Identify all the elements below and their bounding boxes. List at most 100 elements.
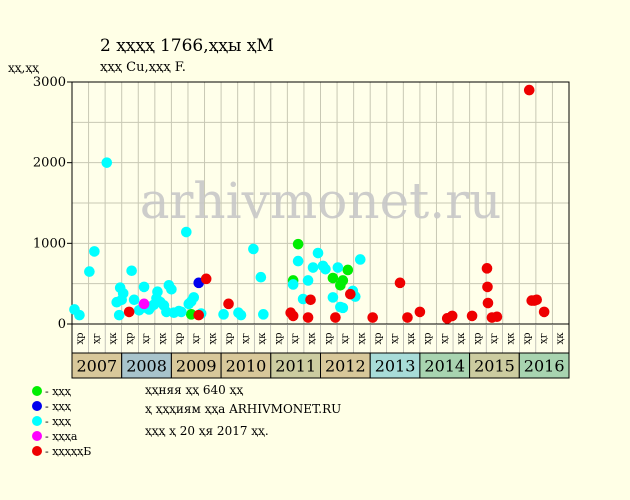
legend-marker bbox=[32, 401, 42, 411]
data-point bbox=[302, 312, 314, 323]
year-cell bbox=[220, 352, 272, 379]
data-point bbox=[305, 294, 316, 306]
year-label: 2009 bbox=[176, 357, 217, 376]
axes: 0 1000 2000 3000 bbox=[33, 75, 570, 332]
data-point bbox=[332, 262, 344, 273]
data-point bbox=[218, 309, 229, 320]
footer-line-3: ҳҳҳ ҳ 20 ҳя 2017 ҳҳ. bbox=[145, 424, 269, 438]
data-point bbox=[302, 275, 314, 286]
sub-label: ҳр bbox=[274, 332, 285, 344]
data-point bbox=[200, 273, 212, 285]
data-point bbox=[482, 297, 494, 309]
data-point bbox=[327, 292, 339, 303]
sub-label: ҳр bbox=[323, 332, 334, 344]
data-point bbox=[123, 306, 135, 318]
data-points bbox=[69, 84, 550, 324]
data-point bbox=[307, 262, 319, 273]
year-cell bbox=[320, 352, 371, 379]
data-point bbox=[327, 272, 339, 284]
data-point bbox=[176, 306, 187, 318]
year-cell bbox=[270, 352, 321, 379]
data-point bbox=[531, 294, 542, 306]
legend-marker bbox=[32, 386, 42, 396]
year-cell bbox=[518, 352, 570, 379]
sub-label: ҳк bbox=[506, 332, 517, 345]
y-axis-label: ҳҳ,ҳҳ bbox=[8, 61, 39, 75]
data-point bbox=[128, 294, 140, 306]
legend-marker bbox=[32, 431, 42, 441]
data-point bbox=[181, 226, 192, 238]
footer-line-1: ҳҳняя ҳҳ 640 ҳҳ bbox=[145, 383, 243, 397]
sub-label: ҳк bbox=[555, 332, 566, 345]
x-axis: ҳр ҳг ҳк ҳр ҳг ҳк ҳр ҳг ҳк ҳр ҳг ҳк ҳр ҳг ҳк ҳр ҳг ҳк ҳр ҳг… bbox=[71, 323, 570, 379]
footer-line-2: ҳ ҳҳҳиям ҳҳа ARHIVMONET.RU bbox=[145, 402, 341, 416]
sub-label: ҳк bbox=[257, 332, 268, 345]
data-point bbox=[414, 306, 426, 318]
year-label: 2015 bbox=[474, 357, 515, 376]
data-point bbox=[188, 292, 200, 303]
year-label: 2012 bbox=[325, 357, 366, 376]
data-point bbox=[287, 310, 299, 322]
sub-label: ҳг bbox=[290, 333, 301, 344]
sub-label: ҳг bbox=[191, 333, 202, 344]
data-point bbox=[113, 309, 125, 321]
data-point bbox=[345, 288, 356, 300]
data-point bbox=[312, 247, 324, 259]
data-point bbox=[258, 309, 269, 320]
year-cell bbox=[369, 352, 421, 379]
data-point bbox=[255, 271, 267, 283]
sub-label: ҳк bbox=[158, 332, 169, 345]
sub-label: ҳг bbox=[240, 333, 251, 344]
data-point bbox=[491, 311, 503, 323]
data-point bbox=[292, 238, 304, 250]
data-point bbox=[166, 284, 177, 295]
sub-label: ҳг bbox=[390, 333, 401, 344]
data-point bbox=[337, 302, 349, 314]
legend-marker bbox=[32, 416, 42, 426]
legend-label: - ҳҳҳҳҳБ bbox=[45, 445, 91, 458]
data-point bbox=[523, 84, 535, 96]
sub-label: ҳг bbox=[91, 333, 102, 344]
data-point bbox=[138, 298, 150, 310]
data-point bbox=[354, 254, 366, 265]
data-point bbox=[342, 264, 354, 276]
year-label: 2010 bbox=[226, 357, 267, 376]
sub-label: ҳк bbox=[207, 332, 218, 345]
year-label: 2007 bbox=[76, 357, 117, 376]
legend-label: - ҳҳҳа bbox=[45, 430, 78, 443]
sub-label: ҳр bbox=[75, 332, 86, 344]
data-point bbox=[235, 309, 247, 321]
data-point bbox=[117, 288, 129, 299]
sub-label: ҳк bbox=[108, 332, 119, 345]
data-point bbox=[292, 255, 304, 267]
sub-label: ҳк bbox=[406, 332, 417, 345]
sub-label: ҳр bbox=[472, 332, 483, 344]
y-tick-label: 0 bbox=[58, 317, 66, 332]
chart-subtitle: ҳҳҳ Cu,ҳҳҳ F. bbox=[100, 60, 186, 75]
data-point bbox=[446, 310, 458, 322]
year-label: 2008 bbox=[126, 357, 167, 376]
y-tick-label: 1000 bbox=[33, 236, 66, 251]
sub-label: ҳг bbox=[141, 333, 152, 344]
sub-label: ҳр bbox=[522, 332, 533, 344]
sub-label: ҳр bbox=[224, 332, 235, 344]
sub-label: ҳр bbox=[423, 332, 434, 344]
sub-label: ҳр bbox=[174, 332, 185, 344]
watermark: arhivmonet.ru bbox=[140, 172, 502, 230]
data-point bbox=[152, 286, 163, 298]
legend-label: - ҳҳҳ bbox=[45, 415, 72, 428]
data-point bbox=[394, 277, 406, 289]
year-label: 2016 bbox=[524, 357, 565, 376]
sub-label: ҳг bbox=[539, 333, 550, 344]
data-point bbox=[193, 309, 205, 321]
legend-marker bbox=[32, 446, 42, 456]
year-label: 2014 bbox=[424, 357, 465, 376]
sub-label: ҳг bbox=[489, 333, 500, 344]
data-point bbox=[101, 157, 113, 168]
data-point bbox=[287, 279, 299, 290]
sub-label: ҳр bbox=[124, 332, 135, 344]
year-label: 2011 bbox=[275, 357, 316, 376]
data-point bbox=[538, 306, 550, 318]
legend-label: - ҳҳҳ bbox=[45, 385, 72, 398]
